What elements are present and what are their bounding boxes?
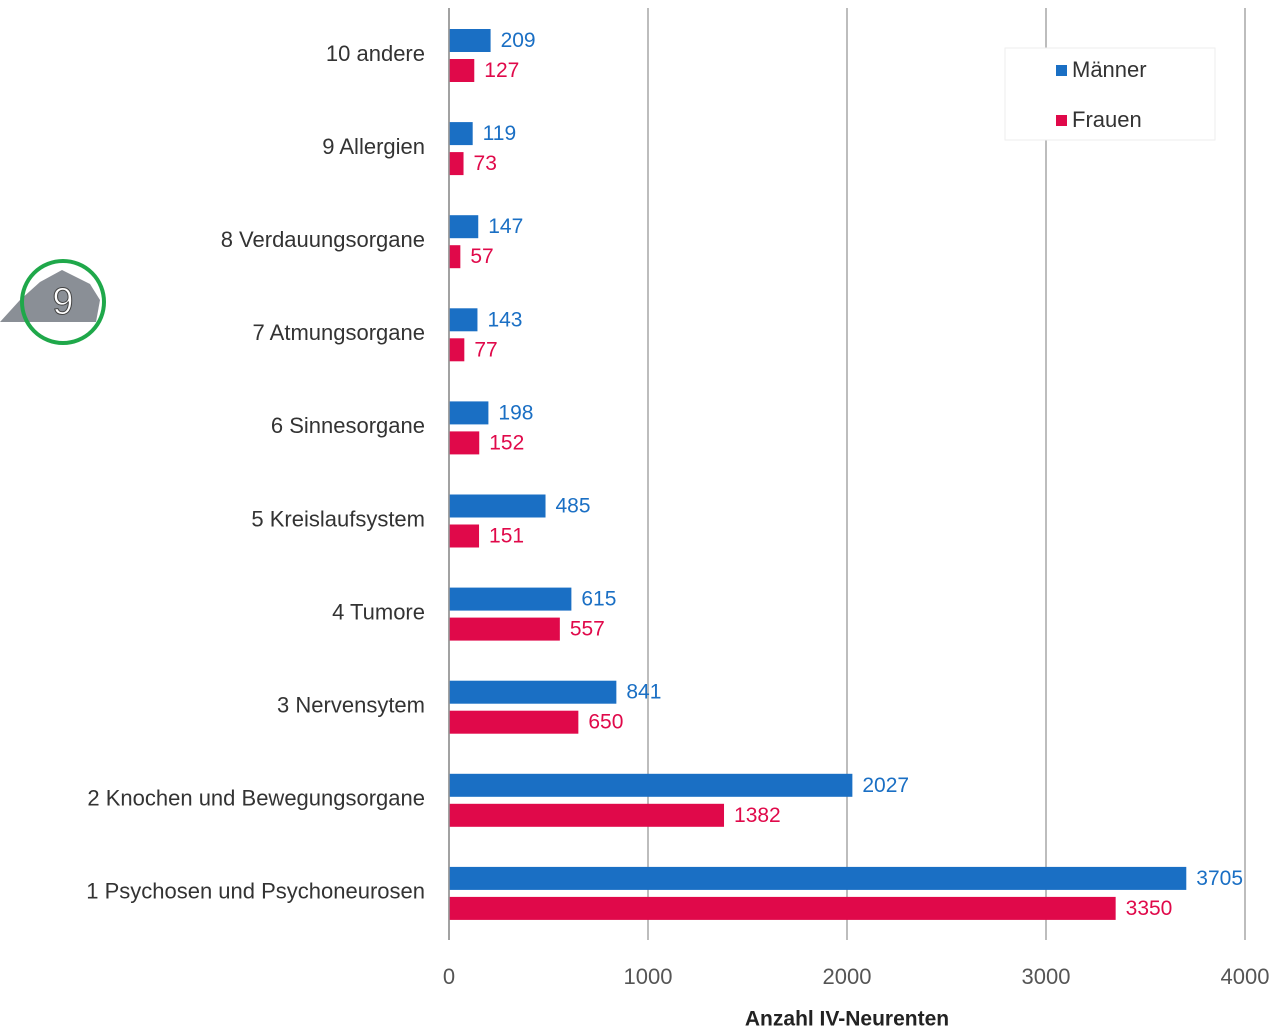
x-axis-label: Anzahl IV-Neurenten [745, 1008, 949, 1031]
value-label: 209 [501, 29, 536, 52]
y-tick-label: 8 Verdauungsorgane [221, 227, 425, 252]
bar [449, 710, 579, 734]
value-label: 1382 [734, 804, 781, 827]
value-label: 485 [556, 495, 591, 518]
y-tick-label: 4 Tumore [332, 599, 425, 624]
legend-box [1004, 47, 1216, 141]
bar [449, 245, 461, 269]
x-tick-label: 0 [443, 964, 455, 989]
y-tick-label: 1 Psychosen und Psychoneurosen [86, 879, 425, 904]
value-label: 615 [581, 588, 616, 611]
y-tick-label: 5 Kreislaufsystem [251, 506, 425, 531]
value-label: 2027 [862, 774, 909, 797]
value-label: 57 [470, 245, 493, 268]
badge-icon [0, 270, 100, 322]
y-tick-label: 10 andere [326, 41, 425, 66]
value-label: 73 [474, 152, 497, 175]
y-tick-label: 2 Knochen und Bewegungsorgane [87, 786, 425, 811]
bar [449, 29, 491, 52]
value-label: 127 [484, 59, 519, 82]
bar [449, 617, 560, 641]
value-label: 198 [498, 401, 533, 424]
badge: 9 [0, 259, 106, 345]
legend-label: Männer [1072, 57, 1147, 82]
bar [449, 431, 480, 455]
bar [449, 494, 546, 518]
bar [449, 524, 480, 548]
y-tick-label: 3 Nervensytem [277, 693, 425, 718]
legend-swatch [1056, 115, 1067, 126]
bar [449, 59, 475, 82]
legend-label: Frauen [1072, 107, 1142, 132]
value-label: 143 [487, 308, 522, 331]
bar [449, 152, 464, 176]
value-label: 3705 [1196, 867, 1243, 890]
bar [449, 122, 473, 146]
value-label: 152 [489, 431, 524, 454]
x-tick-label: 3000 [1022, 964, 1071, 989]
y-tick-label: 6 Sinnesorgane [271, 413, 425, 438]
y-tick-label: 9 Allergien [322, 134, 425, 159]
value-label: 151 [489, 525, 524, 548]
bar [449, 308, 478, 332]
bar [449, 401, 489, 425]
bar [449, 866, 1187, 890]
value-label: 119 [483, 122, 516, 145]
bar [449, 896, 1116, 920]
bar [449, 773, 853, 797]
badge-circle [20, 259, 106, 345]
x-tick-label: 1000 [624, 964, 673, 989]
value-label: 650 [588, 711, 623, 734]
value-label: 557 [570, 618, 605, 641]
bar [449, 215, 479, 239]
x-tick-label: 4000 [1221, 964, 1270, 989]
badge-number: 9 [52, 281, 73, 323]
value-label: 77 [474, 338, 497, 361]
value-label: 3350 [1126, 897, 1173, 920]
bar [449, 803, 725, 827]
value-label: 147 [488, 215, 523, 238]
y-tick-label: 7 Atmungsorgane [253, 320, 425, 345]
bar [449, 587, 572, 611]
bar [449, 338, 465, 362]
x-tick-label: 2000 [823, 964, 872, 989]
bar [449, 680, 617, 704]
value-label: 841 [626, 681, 661, 704]
legend-swatch [1056, 65, 1067, 76]
legend: Männer Frauen [1004, 47, 1216, 141]
